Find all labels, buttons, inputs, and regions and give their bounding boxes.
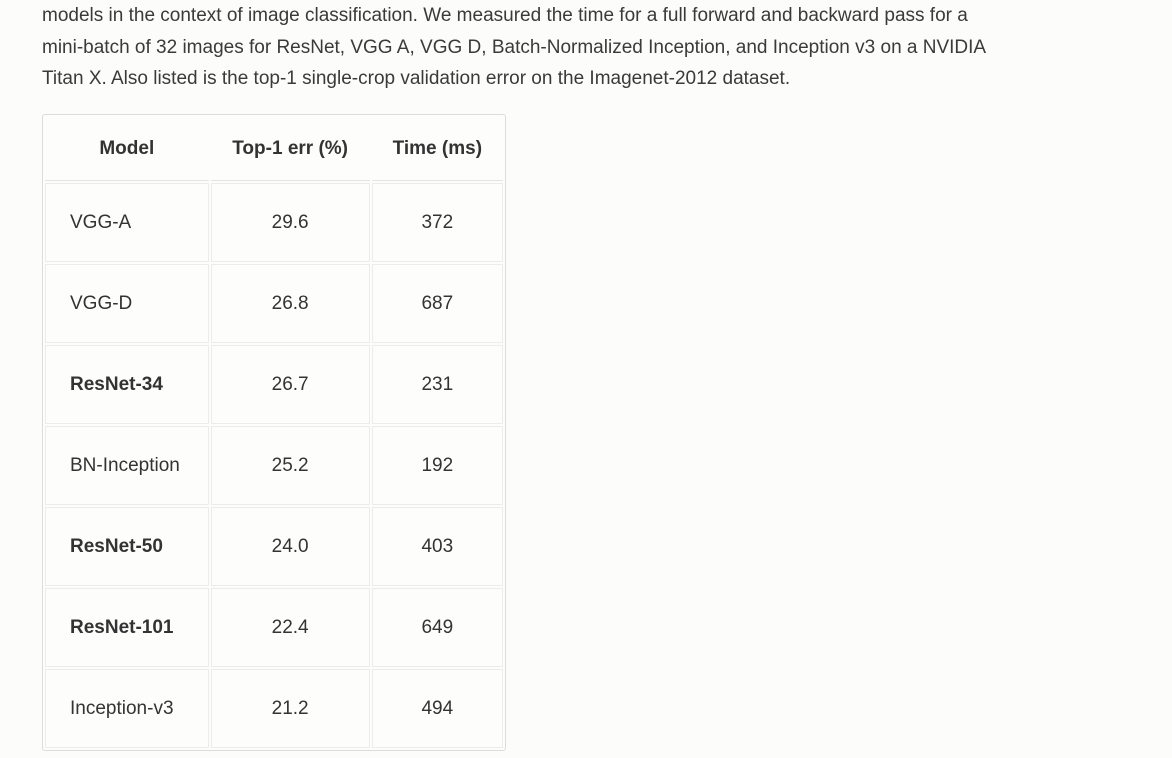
table-row: VGG-A 29.6 372 [45, 183, 503, 262]
cell-time: 649 [371, 588, 503, 667]
cell-time: 231 [371, 345, 503, 424]
header-top1-err: Top-1 err (%) [210, 117, 370, 181]
cell-time: 403 [371, 507, 503, 586]
table-row: VGG-D 26.8 687 [45, 264, 503, 343]
cell-top1-err: 22.4 [210, 588, 370, 667]
cell-model: VGG-A [45, 183, 209, 262]
cell-top1-err: 21.2 [210, 669, 370, 748]
intro-line: Titan X. Also listed is the top-1 single… [42, 68, 791, 89]
cell-top1-err: 29.6 [210, 183, 370, 262]
cell-top1-err: 24.0 [210, 507, 370, 586]
header-time: Time (ms) [371, 117, 503, 181]
intro-line: mini-batch of 32 images for ResNet, VGG … [42, 36, 987, 58]
cell-top1-err: 25.2 [210, 426, 370, 505]
cell-time: 192 [371, 426, 503, 505]
header-model: Model [45, 117, 209, 181]
cell-top1-err: 26.8 [210, 264, 370, 343]
cell-model: ResNet-34 [45, 345, 209, 424]
cell-time: 494 [371, 669, 503, 748]
table-row: ResNet-101 22.4 649 [45, 588, 503, 667]
cell-model: Inception-v3 [45, 669, 209, 748]
cell-time: 372 [371, 183, 503, 262]
cell-model: ResNet-50 [45, 507, 209, 586]
cell-top1-err: 26.7 [210, 345, 370, 424]
intro-paragraph: models in the context of image classific… [42, 0, 1082, 95]
cell-time: 687 [371, 264, 503, 343]
cell-model: BN-Inception [45, 426, 209, 505]
table-body: VGG-A 29.6 372 VGG-D 26.8 687 ResNet-34 26.7 231… [45, 183, 503, 748]
table-row: ResNet-50 24.0 403 [45, 507, 503, 586]
intro-line: models in the context of image classific… [42, 5, 968, 26]
table-row: BN-Inception 25.2 192 [45, 426, 503, 505]
cell-model: ResNet-101 [45, 588, 209, 667]
benchmark-table-container: Model Top-1 err (%) Time (ms) VGG-A 29.6 3… [42, 114, 506, 751]
table-header-row: Model Top-1 err (%) Time (ms) [45, 117, 503, 181]
table-row: Inception-v3 21.2 494 [45, 669, 503, 748]
table-row: ResNet-34 26.7 231 [45, 345, 503, 424]
cell-model: VGG-D [45, 264, 209, 343]
benchmark-table: Model Top-1 err (%) Time (ms) VGG-A 29.6 3… [43, 115, 505, 750]
